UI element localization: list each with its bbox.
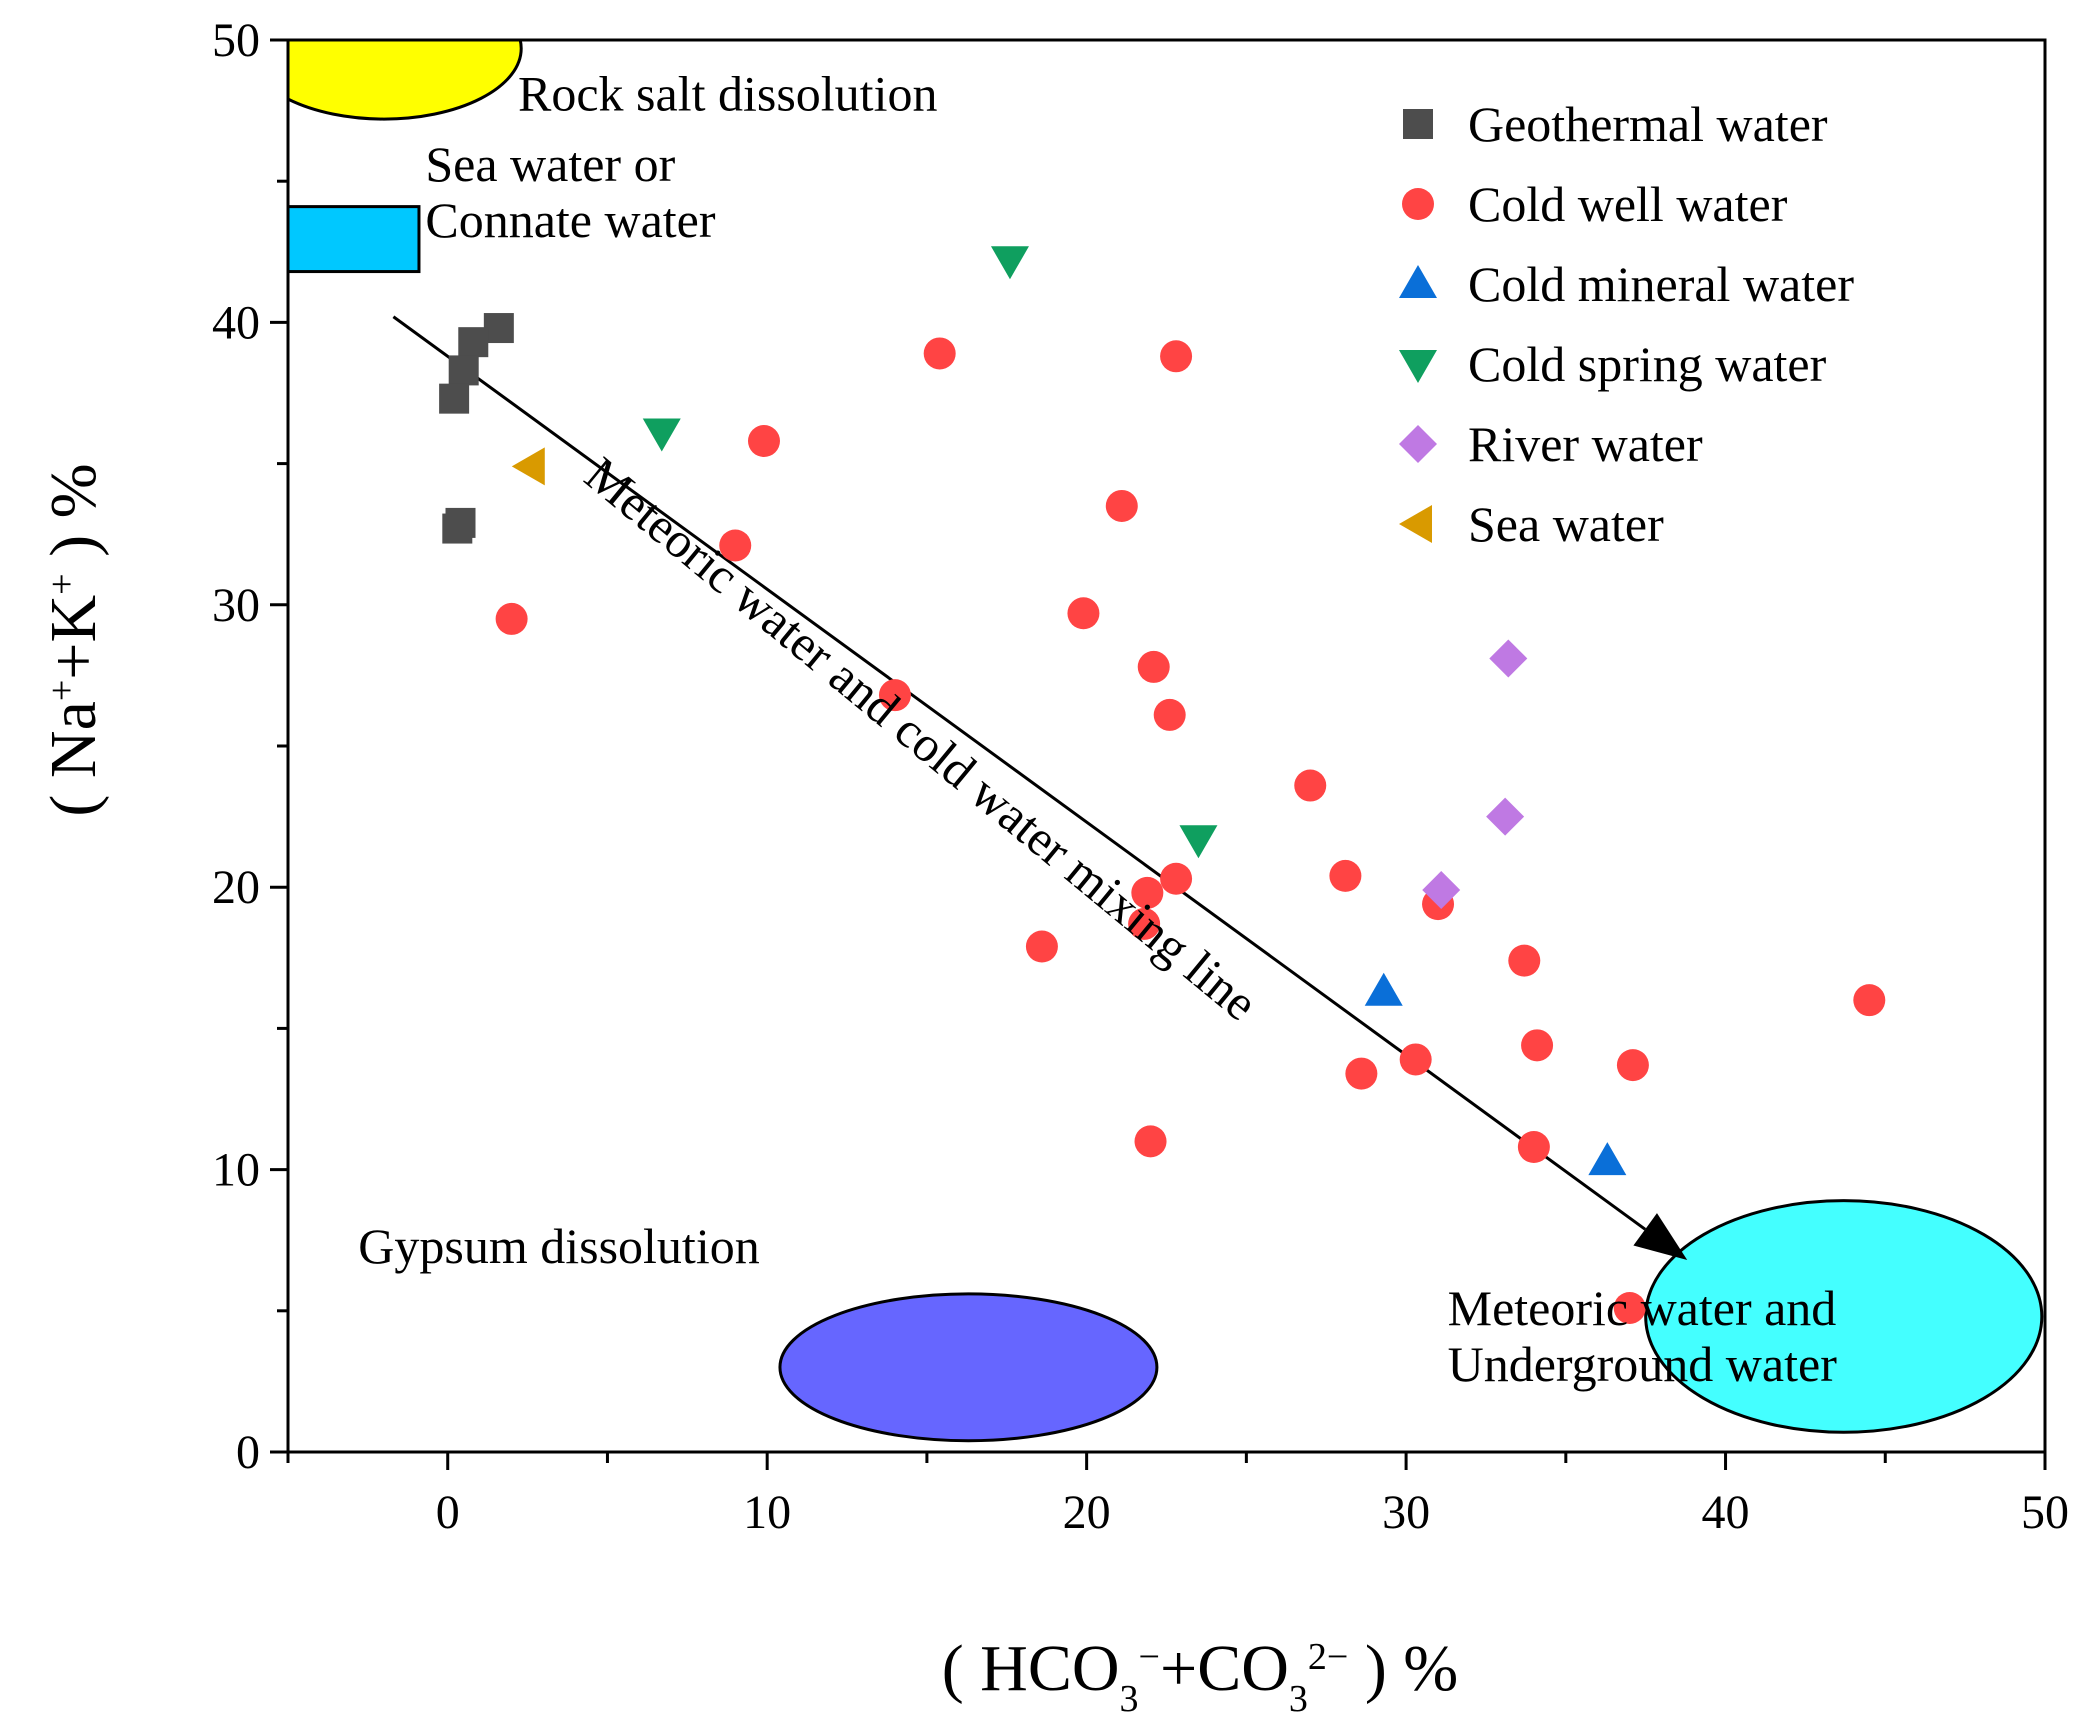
data-point-cold-spring-water xyxy=(1179,825,1218,859)
mixing-line xyxy=(392,315,1647,1231)
x-tick-label: 30 xyxy=(1382,1486,1430,1539)
data-point-cold-well-water xyxy=(878,679,911,712)
x-tick-label: 10 xyxy=(743,1486,791,1539)
x-tick-label: 20 xyxy=(1063,1486,1111,1539)
series-sea-water xyxy=(511,447,545,486)
meteoric-region xyxy=(1644,1199,2044,1434)
gypsum-label: Gypsum dissolution xyxy=(358,1218,759,1274)
data-point-cold-well-water xyxy=(495,602,528,635)
data-point-geothermal-water xyxy=(458,327,489,358)
data-point-cold-well-water xyxy=(1067,597,1100,630)
legend-marker-cold-mineral-water xyxy=(1399,265,1437,298)
data-point-cold-well-water xyxy=(1025,930,1058,963)
data-point-cold-well-water xyxy=(1345,1057,1378,1090)
legend-label-cold-spring-water: Cold spring water xyxy=(1468,336,1827,392)
legend-label-river-water: River water xyxy=(1468,416,1703,472)
y-axis-title: ( Na++K+ ) % xyxy=(37,463,110,816)
legend-marker-sea-water xyxy=(1399,505,1432,543)
meteoric-label-line: Meteoric water and xyxy=(1448,1280,1837,1336)
y-tick-label: 30 xyxy=(212,579,260,632)
x-axis-title: ( HCO3−+CO32− ) % xyxy=(942,1632,1459,1720)
data-point-cold-mineral-water xyxy=(1364,972,1403,1006)
sea-water-label-line: Sea water or xyxy=(425,136,675,192)
mixing-line-label-line: Meteoric water and cold water mixing lin… xyxy=(575,446,1268,1031)
data-point-cold-well-water xyxy=(1399,1043,1432,1076)
legend-marker-cold-well-water xyxy=(1402,188,1434,220)
data-point-cold-well-water xyxy=(1853,984,1886,1017)
y-tick-label: 50 xyxy=(212,14,260,67)
rock-salt-label-line: Rock salt dissolution xyxy=(518,66,937,122)
data-point-river-water xyxy=(1486,797,1525,836)
legend-label-sea-water: Sea water xyxy=(1468,496,1664,552)
x-tick-label: 50 xyxy=(2021,1486,2069,1539)
rock-salt-region xyxy=(288,40,523,121)
gypsum-region xyxy=(778,1292,1159,1443)
legend-label-cold-well-water: Cold well water xyxy=(1468,176,1788,232)
meteoric-label-line: Underground water xyxy=(1448,1336,1838,1392)
data-point-cold-spring-water xyxy=(642,418,681,452)
data-point-cold-well-water xyxy=(719,529,752,562)
x-tick-label: 0 xyxy=(436,1486,460,1539)
mixing-line-label: Meteoric water and cold water mixing lin… xyxy=(575,446,1268,1031)
data-point-cold-well-water xyxy=(1508,944,1541,977)
mixing-arrowhead xyxy=(1633,1213,1688,1260)
regions-group xyxy=(288,40,2044,1443)
series-geothermal-water xyxy=(439,313,514,544)
points-layer xyxy=(439,246,1886,1324)
data-point-cold-well-water xyxy=(747,425,780,458)
y-tick-label: 40 xyxy=(212,296,260,349)
arrow-layer xyxy=(392,315,1688,1260)
data-point-cold-well-water xyxy=(1294,769,1327,802)
x-tick-label: 40 xyxy=(1702,1486,1750,1539)
data-point-cold-well-water xyxy=(1613,1291,1646,1324)
rock-salt-label: Rock salt dissolution xyxy=(518,66,937,122)
y-tick-label: 20 xyxy=(212,861,260,914)
data-point-cold-spring-water xyxy=(990,246,1029,280)
legend-label-cold-mineral-water: Cold mineral water xyxy=(1468,256,1854,312)
legend-marker-cold-spring-water xyxy=(1399,350,1437,383)
data-point-cold-well-water xyxy=(1160,340,1193,373)
sea-water-region xyxy=(288,205,421,274)
data-point-cold-well-water xyxy=(1134,1125,1167,1158)
data-point-cold-well-water xyxy=(1153,698,1186,731)
data-point-river-water xyxy=(1422,871,1461,910)
data-point-cold-well-water xyxy=(923,337,956,370)
series-cold-spring-water xyxy=(642,246,1218,859)
series-cold-mineral-water xyxy=(1364,972,1627,1176)
regions-layer xyxy=(288,40,2044,1443)
data-point-cold-well-water xyxy=(1521,1029,1554,1062)
data-point-geothermal-water xyxy=(439,383,470,414)
legend-marker-geothermal-water xyxy=(1403,109,1433,139)
data-point-cold-well-water xyxy=(1105,489,1138,522)
series-river-water xyxy=(1422,639,1528,910)
data-point-cold-well-water xyxy=(1616,1049,1649,1082)
data-point-cold-well-water xyxy=(1160,862,1193,895)
axes-layer: 0 10 20 30 40 50 0 10 20 30 40 50 xyxy=(212,14,2069,1539)
data-point-cold-well-water xyxy=(1131,876,1164,909)
y-tick-label: 0 xyxy=(236,1426,260,1479)
data-point-geothermal-water xyxy=(483,313,514,344)
meteoric-label: Meteoric water and Underground water xyxy=(1448,1280,1838,1392)
data-point-geothermal-water xyxy=(448,355,479,386)
data-point-cold-mineral-water xyxy=(1588,1142,1627,1176)
y-tick-label: 10 xyxy=(212,1144,260,1197)
sea-water-label-line: Connate water xyxy=(425,192,716,248)
data-point-geothermal-water xyxy=(442,513,473,544)
sea-water-label: Sea water or Connate water xyxy=(425,136,716,248)
legend-marker-river-water xyxy=(1399,425,1437,463)
data-point-sea-water xyxy=(511,447,545,486)
gypsum-label-line: Gypsum dissolution xyxy=(358,1218,759,1274)
data-point-cold-well-water xyxy=(1329,859,1362,892)
data-point-cold-well-water xyxy=(1128,907,1161,940)
legend-label-geothermal-water: Geothermal water xyxy=(1468,96,1828,152)
data-point-cold-well-water xyxy=(1517,1131,1550,1164)
data-point-river-water xyxy=(1489,639,1528,678)
data-point-cold-well-water xyxy=(1137,650,1170,683)
legend-layer: Geothermal water Cold well water Cold mine… xyxy=(1399,96,1854,552)
